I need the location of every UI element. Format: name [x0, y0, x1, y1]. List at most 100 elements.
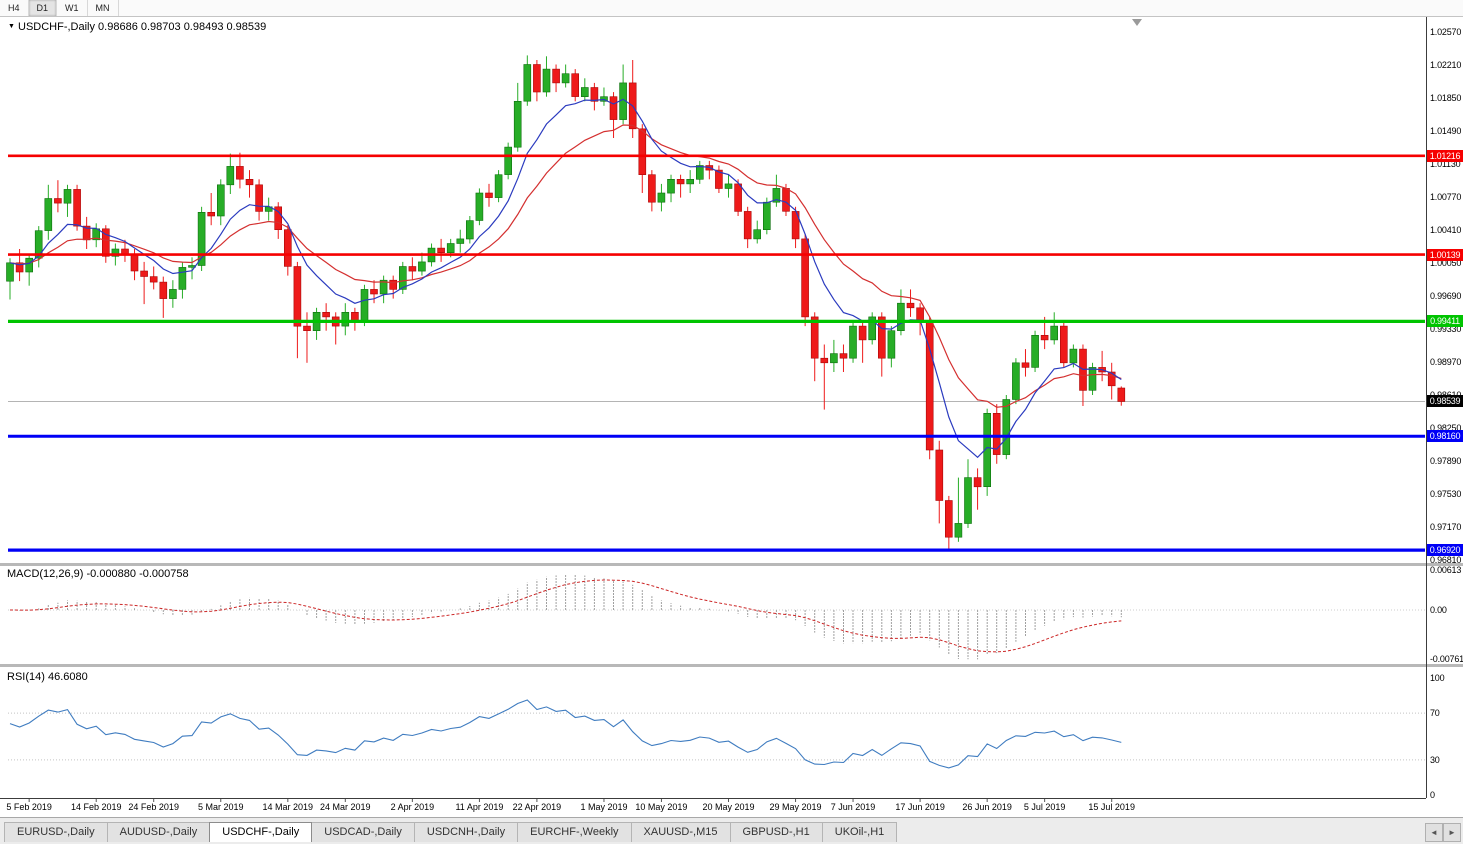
candle — [973, 477, 982, 488]
candle — [54, 198, 62, 204]
price-axis-label: 0.97170 — [1430, 522, 1462, 533]
date-axis[interactable]: 5 Feb 2019 14 Feb 2019 24 Feb 2019 5 Mar 20… — [0, 798, 1426, 817]
macd-signal-line — [9, 579, 1122, 653]
candle — [283, 229, 292, 267]
date-label: 26 Jun 2019 — [962, 802, 1012, 812]
candle — [197, 212, 206, 266]
candle — [743, 211, 752, 240]
rsi-axis-label: 0 — [1430, 790, 1435, 800]
candle — [398, 266, 407, 290]
candle — [169, 289, 177, 299]
level-price-tag: 1.01216 — [1427, 149, 1463, 162]
timeframe-button-d1[interactable]: D1 — [28, 0, 58, 16]
candle — [983, 412, 992, 487]
date-label: 5 Mar 2019 — [197, 802, 244, 812]
candle — [944, 500, 953, 538]
candle — [906, 302, 915, 309]
date-label: 2 Apr 2019 — [390, 802, 435, 812]
chart-tab-eurusd-daily[interactable]: EURUSD-,Daily — [4, 822, 108, 842]
price-axis-label: 1.00770 — [1430, 191, 1462, 202]
chart-title: ▼ USDCHF-,Daily 0.98686 0.98703 0.98493 … — [8, 21, 266, 33]
candle — [1088, 367, 1097, 391]
tab-scroll: ◄ ► — [1425, 822, 1461, 842]
date-label: 22 Apr 2019 — [512, 802, 562, 812]
tab-scroll-right-icon[interactable]: ► — [1443, 823, 1461, 842]
date-label: 17 Jun 2019 — [895, 802, 945, 812]
candle — [389, 279, 398, 290]
rsi-name: RSI(14) — [7, 671, 45, 683]
chart-tab-usdcnh-daily[interactable]: USDCNH-,Daily — [413, 822, 519, 842]
candle — [255, 184, 263, 212]
timeframe-button-h4[interactable]: H4 — [0, 0, 29, 16]
candle — [877, 316, 886, 359]
candle — [523, 64, 532, 102]
candle — [149, 276, 158, 283]
candle — [1069, 348, 1078, 364]
candle — [887, 330, 896, 359]
candles-layer[interactable] — [6, 55, 1126, 550]
date-label: 20 May 2019 — [702, 802, 755, 812]
candle — [408, 266, 417, 272]
candle — [858, 325, 867, 341]
macd-signal-value: -0.000758 — [139, 568, 189, 580]
candle — [1107, 371, 1116, 387]
chart-tab-eurchf-weekly[interactable]: EURCHF-,Weekly — [517, 822, 632, 842]
candle — [111, 248, 120, 257]
chart-tab-usdchf-daily[interactable]: USDCHF-,Daily — [209, 822, 313, 842]
ma-fast-line — [9, 98, 1122, 459]
panel-splitter[interactable] — [0, 563, 1463, 566]
candle — [6, 262, 14, 282]
date-label: 7 Jun 2019 — [830, 802, 876, 812]
ma-slow-line — [9, 124, 1122, 408]
timeframe-toolbar: H4 D1 W1 MN — [0, 0, 1463, 17]
candle — [782, 188, 790, 212]
candle — [580, 87, 589, 97]
chart-shift-icon[interactable] — [1132, 19, 1142, 26]
candle — [590, 87, 599, 102]
tab-scroll-left-icon[interactable]: ◄ — [1425, 823, 1443, 842]
candle — [437, 247, 445, 254]
candle — [571, 73, 580, 97]
price-chart[interactable] — [0, 0, 1463, 817]
price-axis-label: 0.97890 — [1430, 456, 1462, 467]
candle — [485, 192, 493, 198]
candle — [820, 357, 829, 364]
candle — [178, 267, 187, 290]
candle — [245, 179, 254, 186]
candle — [456, 238, 465, 244]
date-label: 14 Feb 2019 — [70, 802, 122, 812]
candle — [954, 523, 963, 538]
date-label: 10 May 2019 — [635, 802, 688, 812]
price-axis-label: 1.00410 — [1430, 224, 1462, 235]
timeframe-buttons: H4 D1 W1 MN — [0, 0, 119, 16]
price-axis[interactable]: 1.02570 1.02210 1.01850 1.01490 1.01130 1.007… — [1426, 17, 1463, 800]
chart-tab-ukoil-h1[interactable]: UKOil-,H1 — [821, 822, 898, 842]
rsi-label: RSI(14) 46.6080 — [7, 671, 88, 683]
chart-tab-audusd-daily[interactable]: AUDUSD-,Daily — [106, 822, 211, 842]
candle — [552, 68, 560, 84]
chart-tab-xauusd-m15[interactable]: XAUUSD-,M15 — [630, 822, 731, 842]
candle — [657, 192, 666, 203]
candle — [274, 206, 283, 231]
level-price-tag: 0.99411 — [1427, 315, 1463, 328]
candle — [676, 179, 685, 185]
candle — [849, 325, 857, 359]
chart-tab-gbpusd-h1[interactable]: GBPUSD-,H1 — [729, 822, 823, 842]
date-label: 24 Mar 2019 — [320, 802, 371, 812]
candle — [734, 183, 742, 212]
chart-title-text: USDCHF-,Daily 0.98686 0.98703 0.98493 0.… — [18, 21, 267, 33]
candle — [226, 166, 235, 186]
price-axis-label: 1.01130 — [1430, 158, 1461, 169]
price-axis-label: 1.02570 — [1430, 26, 1462, 37]
candle — [370, 289, 378, 295]
candle — [1060, 325, 1068, 364]
candle — [63, 189, 72, 204]
rsi-axis-label: 100 — [1430, 673, 1445, 683]
candle — [964, 477, 972, 524]
candle — [542, 68, 551, 93]
timeframe-button-w1[interactable]: W1 — [57, 0, 88, 16]
timeframe-button-mn[interactable]: MN — [88, 0, 119, 16]
chart-tab-usdcad-daily[interactable]: USDCAD-,Daily — [311, 822, 415, 842]
panel-splitter[interactable] — [0, 664, 1463, 667]
